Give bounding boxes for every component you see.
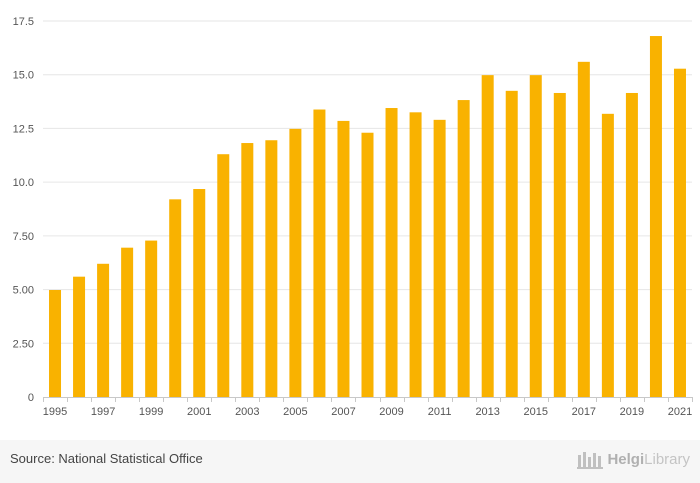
- bar-2002: [217, 154, 230, 397]
- footer-bar: [0, 440, 700, 483]
- bar-2016: [553, 92, 566, 397]
- y-tick-label: 2.50: [13, 338, 34, 350]
- y-tick-label: 5.00: [13, 285, 34, 297]
- x-tick-label: 1999: [139, 406, 163, 418]
- x-tick-label: 2001: [187, 406, 211, 418]
- x-tick-label: 2009: [379, 406, 403, 418]
- bar-2006: [313, 109, 326, 397]
- x-tick-label: 2015: [524, 406, 548, 418]
- y-tick-label: 17.5: [13, 16, 34, 28]
- y-tick-label: 7.50: [13, 231, 34, 243]
- x-tick-label: 1995: [43, 406, 67, 418]
- bar-2018: [601, 113, 614, 397]
- x-tick-label: 2005: [283, 406, 307, 418]
- x-tick-label: 2021: [668, 406, 692, 418]
- bar-2004: [265, 140, 278, 397]
- y-tick-label: 0: [28, 392, 34, 404]
- bar-2007: [337, 120, 350, 397]
- bar-2009: [385, 108, 398, 397]
- x-tick-label: 2011: [428, 406, 452, 418]
- bar-2008: [361, 132, 374, 397]
- x-tick-label: 2013: [475, 406, 499, 418]
- bar-1996: [73, 276, 86, 397]
- bar-2019: [625, 92, 638, 397]
- bar-1995: [49, 290, 62, 397]
- y-tick-label: 12.5: [13, 123, 34, 135]
- bar-2005: [289, 128, 302, 398]
- bar-2003: [241, 143, 254, 397]
- bar-2010: [409, 112, 422, 398]
- bar-2001: [193, 189, 206, 397]
- bar-2012: [457, 100, 470, 397]
- bar-2017: [577, 61, 590, 398]
- source-text: Source: National Statistical Office: [10, 451, 203, 466]
- bar-1998: [121, 247, 134, 397]
- y-tick-label: 15.0: [13, 70, 34, 82]
- x-tick-label: 1997: [91, 406, 115, 418]
- bar-1997: [97, 263, 110, 397]
- x-tick-label: 2019: [620, 406, 644, 418]
- bar-2015: [529, 75, 542, 398]
- x-tick-label: 2003: [235, 406, 259, 418]
- y-tick-label: 10.0: [13, 177, 34, 189]
- bar-2000: [169, 199, 182, 397]
- bar-2021: [673, 68, 686, 397]
- bar-2011: [433, 119, 446, 397]
- bar-2013: [481, 75, 494, 398]
- helgilibrary-logo[interactable]: Helgi Library: [577, 449, 690, 469]
- bar-1999: [145, 240, 158, 397]
- logo-text-helgi: Helgi: [607, 450, 645, 468]
- x-tick-label: 2017: [572, 406, 596, 418]
- x-tick-label: 2007: [331, 406, 355, 418]
- bar-2014: [505, 90, 518, 397]
- bar-chart: 0 2.50 5.00 7.50 10.0 12.5 15.0 17.5 1995 1997 199…: [13, 16, 693, 418]
- logo-text-library: Library: [644, 450, 690, 468]
- bar-2020: [649, 36, 662, 397]
- library-logo-icon: [577, 452, 604, 469]
